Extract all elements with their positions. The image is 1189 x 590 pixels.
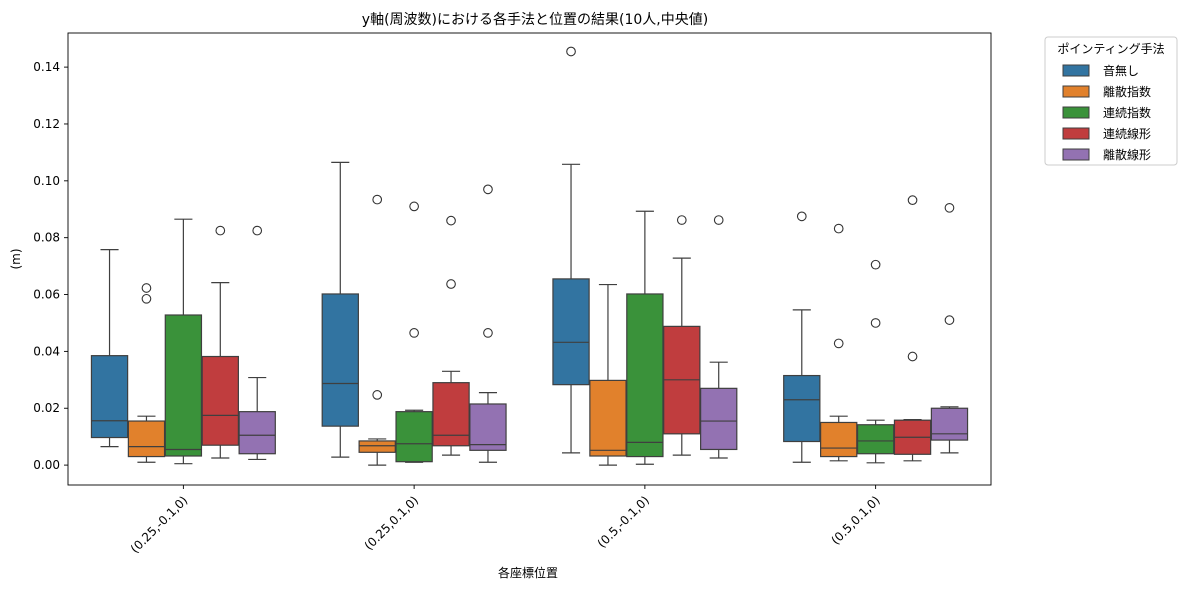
outlier-point	[483, 184, 493, 195]
y-tick-label: 0.10	[33, 174, 60, 188]
box-rect	[589, 379, 627, 457]
outlier-point	[141, 283, 152, 293]
box-rect	[783, 374, 821, 443]
box-rect	[552, 278, 590, 386]
box-rect	[432, 382, 470, 447]
y-tick-label: 0.00	[33, 458, 60, 472]
box-3-0	[201, 225, 239, 459]
outlier-point	[870, 318, 881, 328]
legend-swatch	[1062, 64, 1090, 77]
y-axis-label: (m)	[9, 248, 23, 269]
box-rect	[321, 293, 359, 427]
y-tick-label: 0.06	[33, 288, 60, 302]
legend-title: ポインティング手法	[1057, 42, 1164, 56]
legend-label: 連続指数	[1103, 105, 1151, 120]
box-4-2	[700, 215, 738, 459]
box-rect	[201, 355, 239, 446]
outlier-point	[446, 279, 456, 289]
legend-label: 連続線形	[1103, 126, 1151, 141]
x-axis-label: 各座標位置	[498, 565, 558, 580]
box-3-3	[893, 195, 932, 462]
axes: 0.00 0.02 0.04 0.06 0.08 0.10 0.12 0.14 (0.25,-0…	[33, 32, 992, 556]
box-2-3	[856, 259, 895, 464]
box-2-2	[626, 210, 664, 465]
box-2-1	[395, 201, 433, 463]
y-tick-label: 0.02	[33, 401, 60, 415]
box-rect	[358, 440, 396, 453]
box-1-1	[358, 194, 396, 466]
outlier-point	[833, 223, 844, 234]
legend-label: 離散線形	[1103, 147, 1151, 162]
legend-swatch	[1062, 148, 1090, 161]
box-0-2	[552, 46, 590, 454]
outlier-point	[796, 211, 807, 222]
outlier-point	[944, 202, 955, 213]
outlier-point	[141, 293, 152, 304]
box-3-2	[663, 215, 701, 456]
outlier-point	[409, 201, 419, 212]
box-0-1	[321, 161, 359, 458]
box-4-0	[238, 225, 276, 461]
outlier-point	[446, 215, 456, 226]
outlier-point	[833, 338, 844, 349]
box-3-1	[432, 215, 470, 456]
y-tick-label: 0.14	[33, 60, 60, 74]
box-rect	[469, 403, 507, 451]
outlier-point	[372, 194, 383, 205]
box-rect	[856, 424, 895, 455]
box-rect	[164, 314, 203, 457]
legend-frame	[1044, 36, 1178, 166]
box-1-0	[127, 283, 166, 463]
outlier-point	[870, 259, 881, 270]
legend-swatch	[1062, 127, 1090, 140]
box-2-0	[164, 218, 203, 465]
box-rect	[626, 293, 664, 458]
x-tick-label: (0.5,0.1,0)	[828, 493, 882, 547]
y-tick-label: 0.12	[33, 117, 60, 131]
box-rect	[700, 387, 738, 451]
legend-swatch	[1062, 85, 1090, 98]
box-0-3	[783, 211, 821, 463]
box-rect	[930, 407, 969, 441]
x-tick-label: (0.25,-0.1,0)	[128, 493, 191, 556]
legend-label: 音無し	[1103, 63, 1139, 78]
outlier-point	[409, 328, 419, 338]
y-tick-label: 0.04	[33, 344, 60, 358]
box-1-3	[820, 223, 858, 462]
legend-label: 離散指数	[1103, 84, 1151, 99]
box-rect	[238, 411, 276, 455]
outlier-point	[483, 328, 493, 338]
box-rect	[90, 355, 129, 439]
outlier-point	[566, 46, 576, 57]
legend-swatch	[1062, 106, 1090, 119]
outlier-point	[215, 225, 226, 236]
box-rect	[127, 420, 166, 458]
x-tick-label: (0.5,-0.1,0)	[595, 493, 652, 550]
box-4-3	[930, 202, 969, 454]
box-1-2	[589, 283, 627, 466]
outlier-point	[676, 215, 687, 225]
outlier-point	[713, 215, 724, 225]
outlier-point	[944, 315, 955, 325]
outlier-point	[372, 390, 383, 400]
plot-area	[90, 46, 969, 466]
y-tick-label: 0.08	[33, 231, 60, 245]
box-4-1	[469, 184, 507, 463]
plot-frame	[67, 32, 992, 486]
box-0-0	[90, 249, 129, 448]
outlier-point	[907, 351, 918, 362]
outlier-point	[907, 195, 918, 206]
box-rect	[395, 411, 433, 463]
x-tick-label: (0.25,0.1,0)	[362, 493, 422, 553]
chart-title: y軸(周波数)における各手法と位置の結果(10人,中央値)	[362, 12, 708, 28]
outlier-point	[252, 225, 263, 236]
box-rect	[820, 421, 858, 458]
